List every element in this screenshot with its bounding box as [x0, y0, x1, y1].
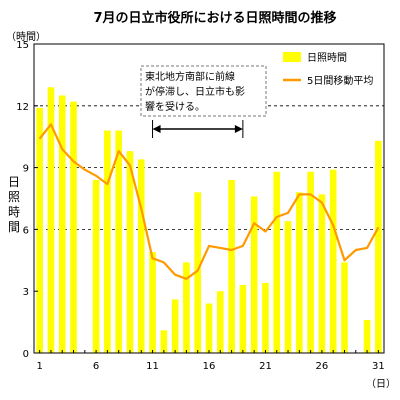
bar-day-27	[329, 169, 337, 353]
legend: 日照時間 5日間移動平均	[283, 52, 373, 87]
legend-line-label: 5日間移動平均	[307, 74, 373, 87]
y-tick-label: 9	[23, 164, 29, 175]
x-unit-label: （日）	[366, 378, 396, 390]
y-tick-label: 15	[16, 40, 29, 51]
y-tick-label: 0	[23, 349, 29, 360]
bar-day-9	[126, 151, 134, 353]
arrow-head-right	[234, 125, 243, 133]
annotation-frame	[140, 65, 267, 117]
legend-bar-label: 日照時間	[307, 52, 347, 64]
bar-day-1	[36, 107, 43, 353]
bar-day-22	[273, 171, 281, 353]
moving-average-series	[38, 123, 380, 280]
y-axis-label-char: 間	[8, 220, 20, 234]
annotation-line: が停滞し、日立市も影	[145, 85, 245, 98]
bar-day-19	[239, 285, 247, 353]
x-tick-label: 31	[372, 361, 385, 372]
x-axis-ticks: 1 6 11 16 21 26 31	[36, 350, 385, 372]
bar-day-23	[284, 221, 292, 353]
bar-series	[36, 87, 382, 354]
annotation-line: 東北地方南部に前線	[145, 70, 235, 83]
x-tick-label: 21	[259, 361, 272, 372]
bar-day-20	[250, 196, 258, 353]
y-tick-label: 12	[16, 102, 29, 113]
chart-title: 7月の日立市役所における日照時間の推移	[93, 10, 336, 26]
bar-day-25	[307, 171, 314, 353]
bar-day-16	[205, 303, 213, 353]
bar-day-4	[70, 101, 77, 354]
bar-day-15	[194, 192, 202, 353]
bar-day-8	[115, 130, 122, 353]
x-tick-label: 16	[203, 361, 216, 372]
y-tick-label: 6	[23, 225, 29, 236]
bar-day-24	[296, 192, 303, 353]
x-tick-label: 1	[36, 361, 42, 372]
bar-day-13	[171, 299, 179, 353]
y-axis-label-char: 時	[8, 205, 20, 219]
x-tick-label: 6	[93, 361, 99, 372]
bar-day-26	[318, 194, 326, 353]
bar-day-17	[216, 291, 224, 353]
x-tick-label: 26	[316, 361, 329, 372]
moving-average-line	[38, 123, 380, 280]
bar-day-30	[363, 320, 371, 353]
annotation-line: 響を受ける。	[145, 100, 205, 113]
legend-bar-swatch	[283, 52, 301, 62]
bar-day-2	[47, 87, 55, 353]
y-axis-label-char: 日	[8, 175, 20, 189]
bar-day-28	[341, 262, 348, 353]
x-tick-label: 11	[146, 361, 159, 372]
y-axis-ticks: 0 3 6 9 12 15	[16, 40, 38, 360]
bar-day-31	[375, 140, 382, 353]
bar-day-7	[104, 130, 111, 353]
bar-day-3	[58, 95, 66, 353]
bar-day-21	[262, 282, 269, 353]
bar-day-18	[228, 179, 235, 353]
bar-day-10	[137, 159, 145, 353]
y-axis-label-char: 照	[8, 190, 20, 204]
bar-day-12	[160, 330, 168, 353]
bar-day-6	[92, 179, 100, 353]
bar-day-11	[149, 252, 156, 353]
y-axis-label: 日照時間	[8, 175, 20, 234]
y-unit-label: （時間）	[6, 31, 46, 43]
y-tick-label: 3	[23, 287, 29, 298]
bar-day-14	[183, 262, 190, 353]
arrow-head-left	[152, 125, 161, 133]
